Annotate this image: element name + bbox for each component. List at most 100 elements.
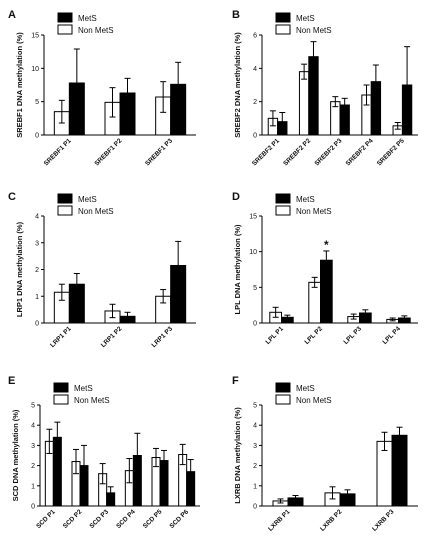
panel-letter: A xyxy=(8,9,16,21)
legend-label: MetS xyxy=(296,14,315,23)
y-tick-label: 3 xyxy=(31,443,35,450)
category-label: SCD P3 xyxy=(89,508,111,530)
y-axis-label: LRP1 DNA methylation (%) xyxy=(15,221,24,317)
bar-mets xyxy=(170,264,187,324)
bar-mets xyxy=(159,460,169,507)
legend-label: MetS xyxy=(296,384,315,393)
legend-swatch-mets xyxy=(57,12,73,23)
legend-label: MetS xyxy=(296,195,315,204)
category-label: LXRB P2 xyxy=(319,508,344,533)
panel-letter: B xyxy=(232,9,240,21)
panel-b: B 0 2 4 6 SREBF2 DNA methylation (%) SREBF2 P1… xyxy=(232,9,418,167)
legend-swatch-non-mets xyxy=(275,205,291,216)
y-tick-label: 0 xyxy=(253,504,257,511)
category-label: LPL P2 xyxy=(303,325,324,346)
y-tick-label: 0 xyxy=(31,504,35,511)
bar-mets xyxy=(281,316,294,324)
bar-mets xyxy=(79,465,89,507)
y-tick-label: 0 xyxy=(35,321,39,328)
category-label: LPL P4 xyxy=(381,325,402,346)
y-tick-label: 2 xyxy=(31,463,35,470)
y-tick-label: 0 xyxy=(35,133,39,140)
panel-letter: E xyxy=(8,375,15,387)
panel-f: F 0 1 2 3 4 5 LXRB DNA methylation (%) LXRB P1 LX… xyxy=(232,375,418,533)
panel-letter: F xyxy=(232,375,239,387)
category-label: LXRB P3 xyxy=(371,508,396,533)
panel-c: C 0 1 2 3 4 LRP1 DNA methylation (%) LRP1 P1 LRP… xyxy=(8,191,196,349)
y-axis-label: SREBF2 DNA methylation (%) xyxy=(233,32,242,138)
y-tick-label: 2 xyxy=(253,99,257,106)
y-tick-label: 3 xyxy=(253,443,257,450)
bar-mets xyxy=(287,497,304,507)
y-tick-label: 3 xyxy=(35,240,39,247)
y-tick-label: 5 xyxy=(35,99,39,106)
y-tick-label: 15 xyxy=(31,33,39,40)
category-label: SREBF2 P3 xyxy=(313,137,343,167)
category-label: SREBF1 P3 xyxy=(144,137,174,167)
category-label: SREBF2 P1 xyxy=(251,137,281,167)
category-label: LRP1 P3 xyxy=(150,325,174,349)
bar-mets xyxy=(119,92,136,136)
legend-swatch-non-mets xyxy=(57,24,73,35)
legend-swatch-non-mets xyxy=(275,394,291,405)
bar-mets xyxy=(277,121,288,136)
category-label: LPL P3 xyxy=(342,325,363,346)
legend-label: Non MetS xyxy=(296,26,332,35)
y-tick-label: 4 xyxy=(253,423,257,430)
significance-marker: * xyxy=(324,238,329,252)
y-tick-label: 5 xyxy=(253,403,257,410)
y-tick-label: 10 xyxy=(249,249,257,256)
bar-mets xyxy=(52,436,62,507)
bar-mets xyxy=(359,312,372,324)
panel-d: D 0 5 10 15 LPL DNA methylation (%) LPL P1 * LPL… xyxy=(232,191,418,346)
bar-non-mets xyxy=(308,281,321,324)
category-label: SREBF1 P1 xyxy=(43,137,73,167)
bar-non-mets xyxy=(376,440,393,507)
panel-letter: D xyxy=(232,191,240,203)
bar-mets xyxy=(308,56,319,136)
bar-mets xyxy=(391,434,408,507)
bar-mets xyxy=(370,81,382,136)
y-tick-label: 10 xyxy=(31,66,39,73)
legend-label: MetS xyxy=(74,384,93,393)
bar-mets xyxy=(339,493,356,507)
bar-mets xyxy=(68,283,85,324)
y-tick-label: 0 xyxy=(253,321,257,328)
panel-a: A 0 5 10 15 SREBF1 DNA methylation (%) SREBF1 … xyxy=(8,9,196,167)
y-tick-label: 15 xyxy=(249,214,257,221)
bar-mets xyxy=(119,315,136,324)
y-axis-label: LXRB DNA methylation (%) xyxy=(233,407,242,504)
y-tick-label: 2 xyxy=(35,267,39,274)
y-tick-label: 0 xyxy=(253,133,257,140)
y-tick-label: 1 xyxy=(31,483,35,490)
bar-mets xyxy=(398,317,411,324)
legend-label: Non MetS xyxy=(78,26,114,35)
legend-swatch-mets xyxy=(275,382,291,393)
bar-non-mets xyxy=(298,71,310,136)
legend-swatch-mets xyxy=(57,193,73,204)
legend-label: MetS xyxy=(78,14,97,23)
legend-label: MetS xyxy=(78,195,97,204)
y-tick-label: 1 xyxy=(35,294,39,301)
y-tick-label: 4 xyxy=(253,66,257,73)
y-axis-label: SCD DNA methylation (%) xyxy=(11,409,20,501)
y-axis-label: LPL DNA methylation (%) xyxy=(233,224,242,315)
category-label: LRP1 P1 xyxy=(49,325,73,349)
y-tick-label: 5 xyxy=(253,285,257,292)
bar-mets xyxy=(320,259,333,324)
y-axis-label: SREBF1 DNA methylation (%) xyxy=(15,32,24,138)
legend-swatch-non-mets xyxy=(57,205,73,216)
legend-swatch-mets xyxy=(275,193,291,204)
category-label: SREBF2 P5 xyxy=(376,137,406,167)
legend-swatch-non-mets xyxy=(53,394,69,405)
category-label: SCD P4 xyxy=(115,508,137,530)
bar-mets xyxy=(132,455,142,507)
panel-letter: C xyxy=(8,191,16,203)
category-label: SCD P6 xyxy=(169,508,191,530)
category-label: SCD P5 xyxy=(142,508,164,530)
legend-swatch-non-mets xyxy=(275,24,291,35)
bar-mets xyxy=(401,84,413,136)
y-tick-label: 1 xyxy=(253,483,257,490)
